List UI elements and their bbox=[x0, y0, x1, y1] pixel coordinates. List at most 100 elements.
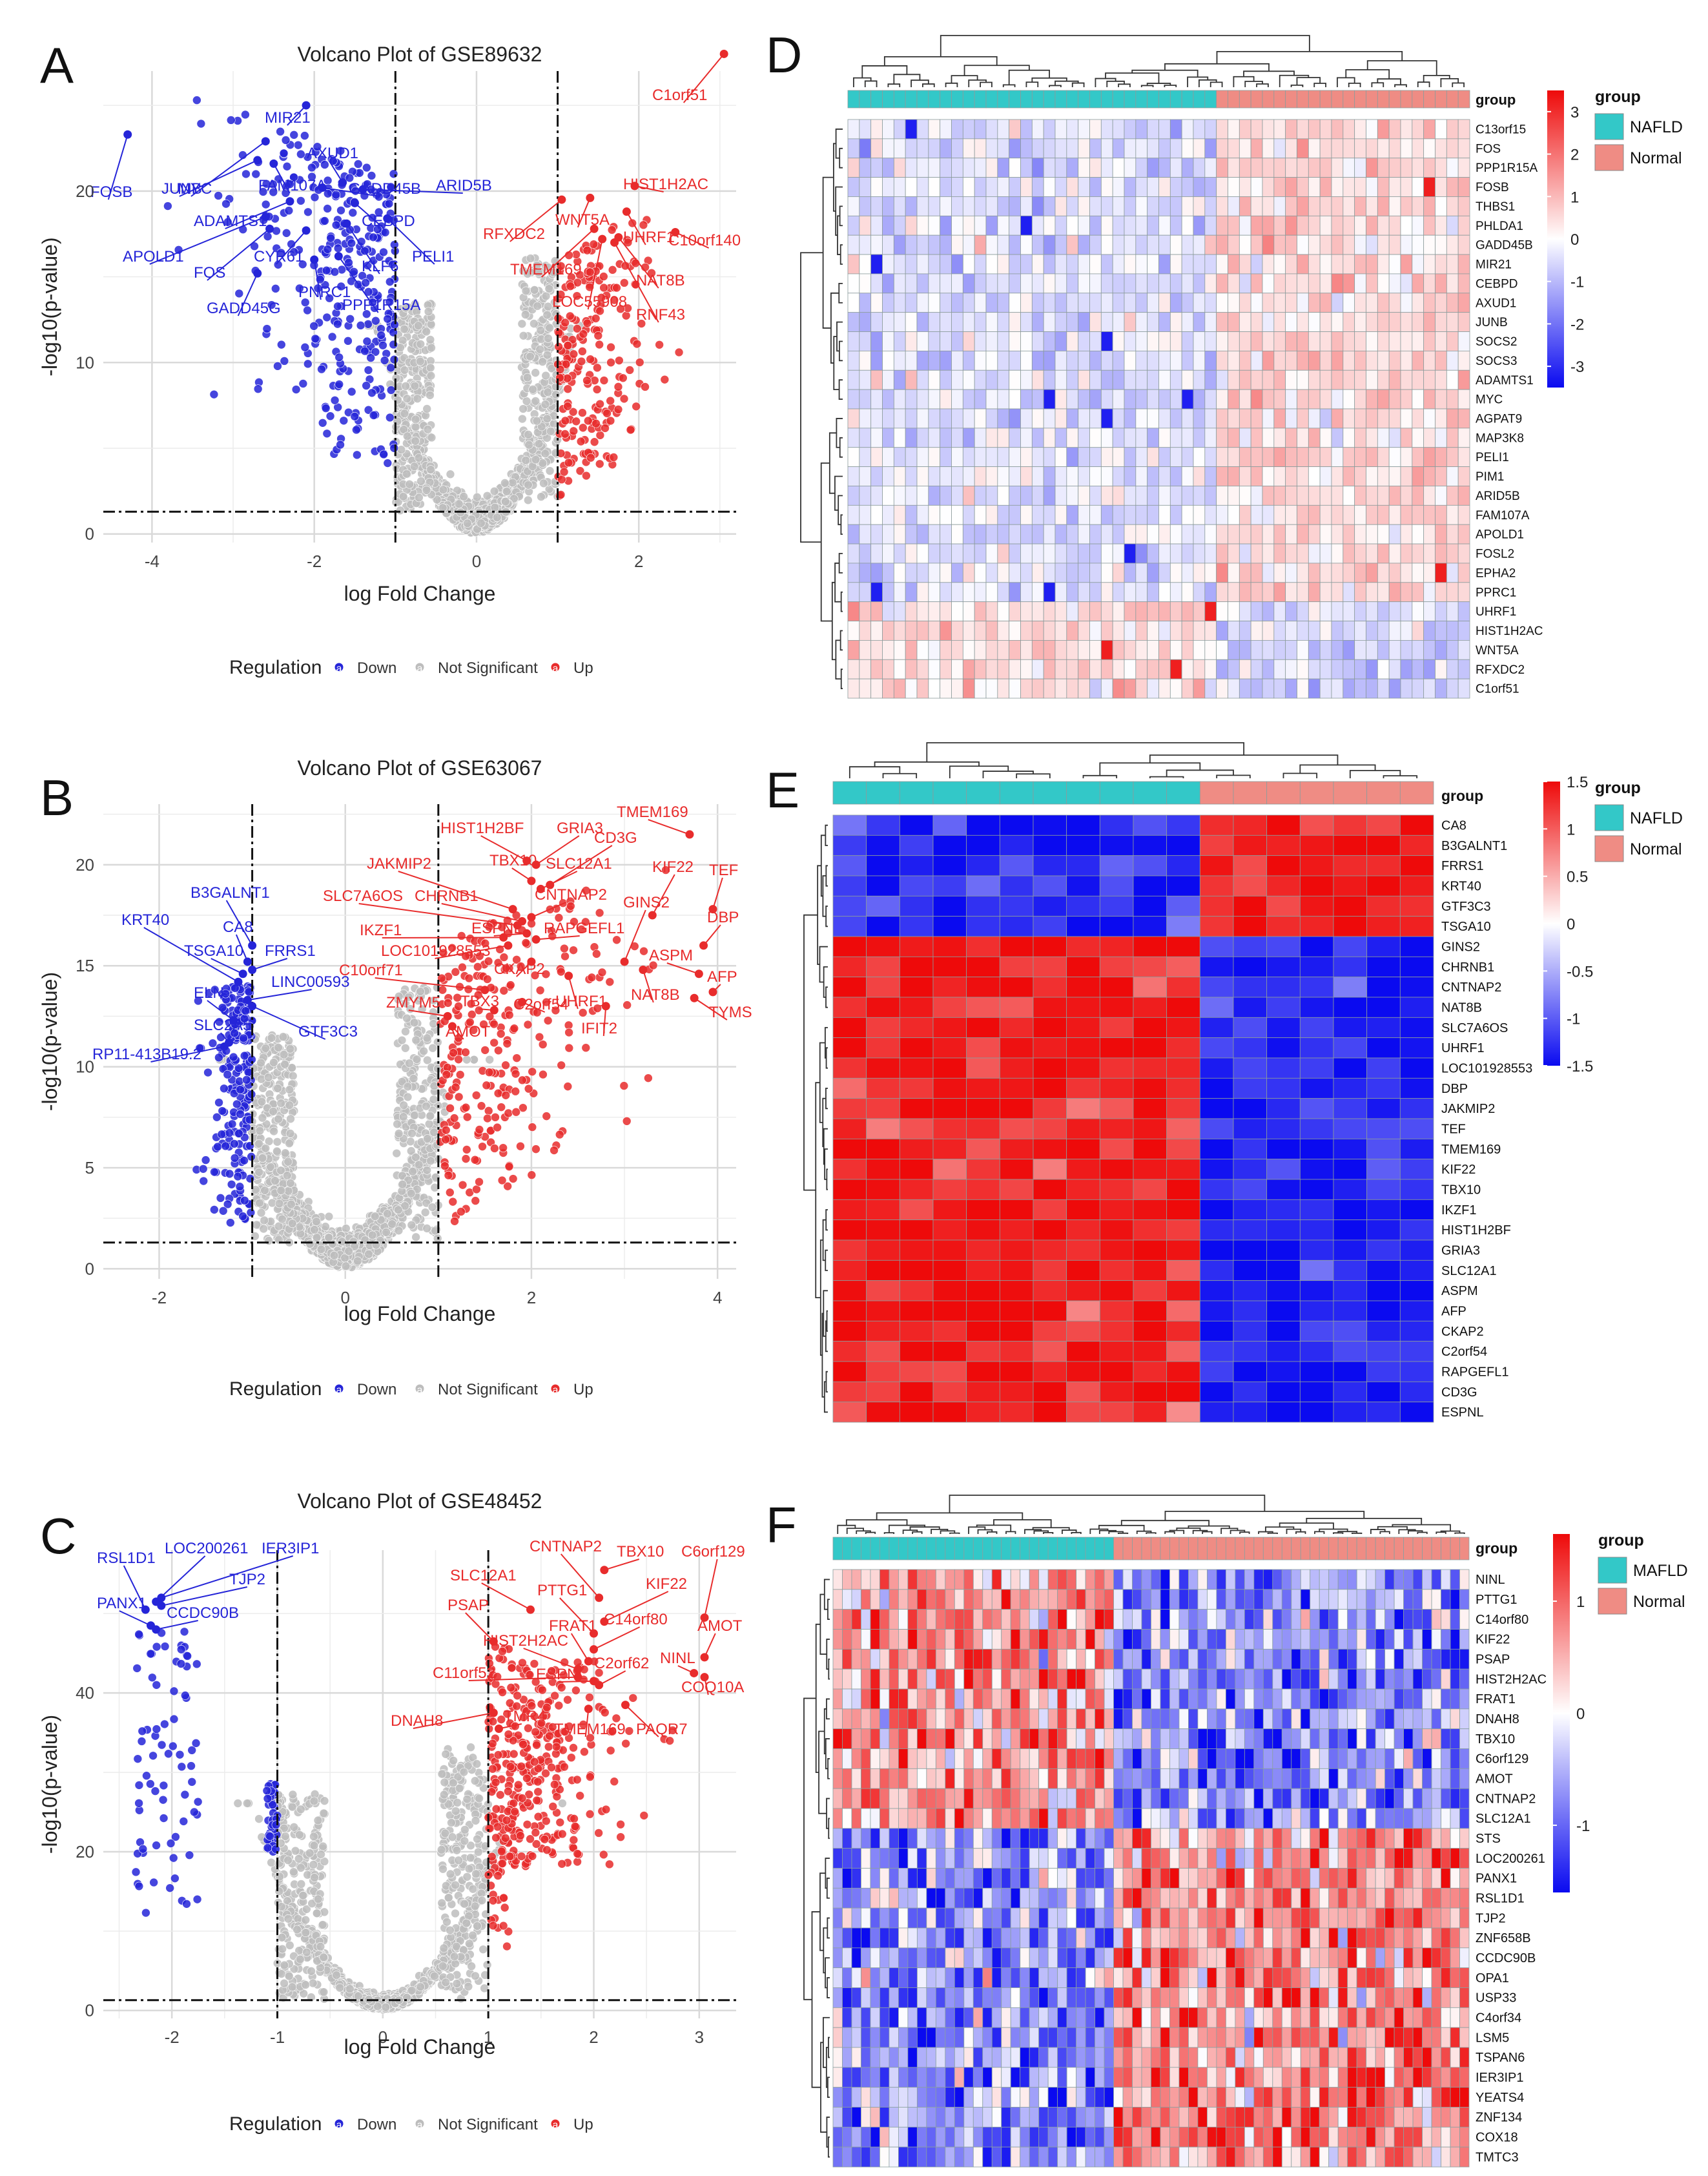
data-point-ns bbox=[426, 391, 435, 400]
data-point-ns bbox=[502, 487, 511, 496]
data-point-ns bbox=[492, 513, 502, 522]
data-point-ns bbox=[482, 491, 492, 501]
data-point-ns bbox=[394, 1226, 404, 1236]
data-point-up bbox=[625, 366, 635, 375]
data-point-down bbox=[279, 149, 289, 158]
data-point-up bbox=[626, 425, 635, 435]
data-point-ns bbox=[536, 326, 546, 335]
data-point-ns bbox=[406, 1188, 416, 1198]
data-point-ns bbox=[411, 415, 420, 424]
legend-title: Regulation bbox=[229, 657, 322, 678]
data-point-down bbox=[293, 140, 303, 150]
data-point-ns bbox=[288, 1071, 298, 1081]
data-point-down bbox=[356, 321, 365, 330]
gene-label: CYR61 bbox=[254, 248, 304, 265]
data-point-up bbox=[582, 471, 591, 481]
data-point-down bbox=[322, 313, 332, 322]
data-point-down bbox=[364, 366, 373, 375]
data-point-up bbox=[606, 396, 615, 406]
panel-letter-a: A bbox=[40, 37, 74, 94]
data-point-ns bbox=[413, 394, 422, 403]
data-point-ns bbox=[276, 1186, 286, 1195]
data-point-ns bbox=[545, 466, 555, 475]
data-point-ns bbox=[353, 1256, 362, 1266]
x-axis-label: log Fold Change bbox=[344, 582, 496, 605]
data-point-down bbox=[386, 363, 396, 373]
data-point-down bbox=[384, 199, 394, 209]
gene-label: PELI1 bbox=[412, 248, 454, 265]
gene-label: FAM107A bbox=[258, 177, 326, 194]
data-point-ns bbox=[258, 1154, 267, 1163]
data-point-down bbox=[383, 314, 393, 324]
data-point-ns bbox=[255, 1126, 265, 1135]
data-point-down bbox=[330, 267, 340, 276]
data-point-ns bbox=[524, 495, 533, 505]
data-point-up bbox=[591, 314, 601, 323]
data-point-ns bbox=[405, 479, 414, 489]
data-point-ns bbox=[285, 1085, 294, 1094]
data-point-up bbox=[595, 431, 605, 440]
gene-label: FOSB bbox=[90, 183, 132, 201]
data-point-ns bbox=[427, 1203, 437, 1212]
data-point-up bbox=[561, 416, 570, 426]
data-point-ns bbox=[501, 497, 510, 506]
data-point-ns bbox=[274, 1043, 283, 1052]
gene-label: RNF43 bbox=[636, 306, 685, 324]
data-point-ns bbox=[485, 1055, 494, 1064]
gene-label: JUNB bbox=[161, 180, 202, 198]
data-point-down bbox=[261, 200, 271, 209]
data-point-down bbox=[367, 171, 376, 180]
data-point-up bbox=[593, 331, 603, 340]
data-point-ns bbox=[256, 1208, 266, 1218]
panel-letter-f: F bbox=[766, 1497, 797, 1553]
data-point-ns bbox=[279, 1050, 289, 1059]
data-point-up bbox=[619, 278, 629, 287]
data-point-ns bbox=[423, 1134, 432, 1143]
data-point-ns bbox=[276, 1099, 285, 1108]
data-point-up bbox=[566, 282, 575, 291]
data-point-ns bbox=[537, 492, 546, 501]
plot-title: Volcano Plot of GSE89632 bbox=[298, 43, 542, 66]
data-point-ns bbox=[258, 1113, 267, 1123]
data-point-down bbox=[209, 389, 219, 399]
data-point-down bbox=[331, 190, 341, 200]
data-point-down bbox=[364, 320, 373, 329]
data-point-down bbox=[369, 233, 378, 242]
data-point-down bbox=[389, 355, 399, 364]
data-point-down bbox=[225, 1128, 234, 1137]
data-point-up bbox=[590, 437, 599, 447]
data-point-down bbox=[330, 395, 340, 405]
data-point-ns bbox=[422, 1033, 432, 1043]
data-point-down bbox=[317, 364, 326, 374]
data-point-ns bbox=[426, 1156, 435, 1166]
data-point-ns bbox=[261, 1144, 271, 1153]
data-point-ns bbox=[422, 1101, 431, 1111]
data-point-down bbox=[327, 332, 337, 342]
data-point-down bbox=[323, 245, 333, 254]
data-point-up bbox=[609, 453, 619, 462]
data-point-ns bbox=[393, 1119, 402, 1129]
data-point-down bbox=[296, 149, 305, 159]
data-point-ns bbox=[531, 397, 540, 406]
data-point-ns bbox=[530, 285, 539, 295]
data-point-ns bbox=[544, 334, 553, 343]
data-point-ns bbox=[422, 327, 431, 337]
data-point-ns bbox=[540, 449, 550, 459]
data-point-ns bbox=[370, 1212, 380, 1221]
data-point-ns bbox=[364, 1249, 373, 1259]
data-point-ns bbox=[535, 345, 544, 354]
data-point-up bbox=[592, 419, 601, 428]
data-point-down bbox=[379, 450, 388, 459]
data-point-ns bbox=[259, 1224, 269, 1234]
gene-label: C1orf51 bbox=[652, 87, 707, 104]
data-point-up bbox=[563, 402, 572, 411]
gene-label: RFXDC2 bbox=[483, 225, 545, 243]
data-point-ns bbox=[543, 388, 553, 397]
data-point-down bbox=[361, 278, 370, 287]
data-point-down bbox=[284, 206, 294, 215]
data-point-ns bbox=[414, 321, 423, 331]
data-point-ns bbox=[463, 519, 472, 528]
data-point-up bbox=[601, 424, 610, 433]
data-point-ns bbox=[524, 440, 533, 450]
data-point-ns bbox=[508, 478, 517, 488]
